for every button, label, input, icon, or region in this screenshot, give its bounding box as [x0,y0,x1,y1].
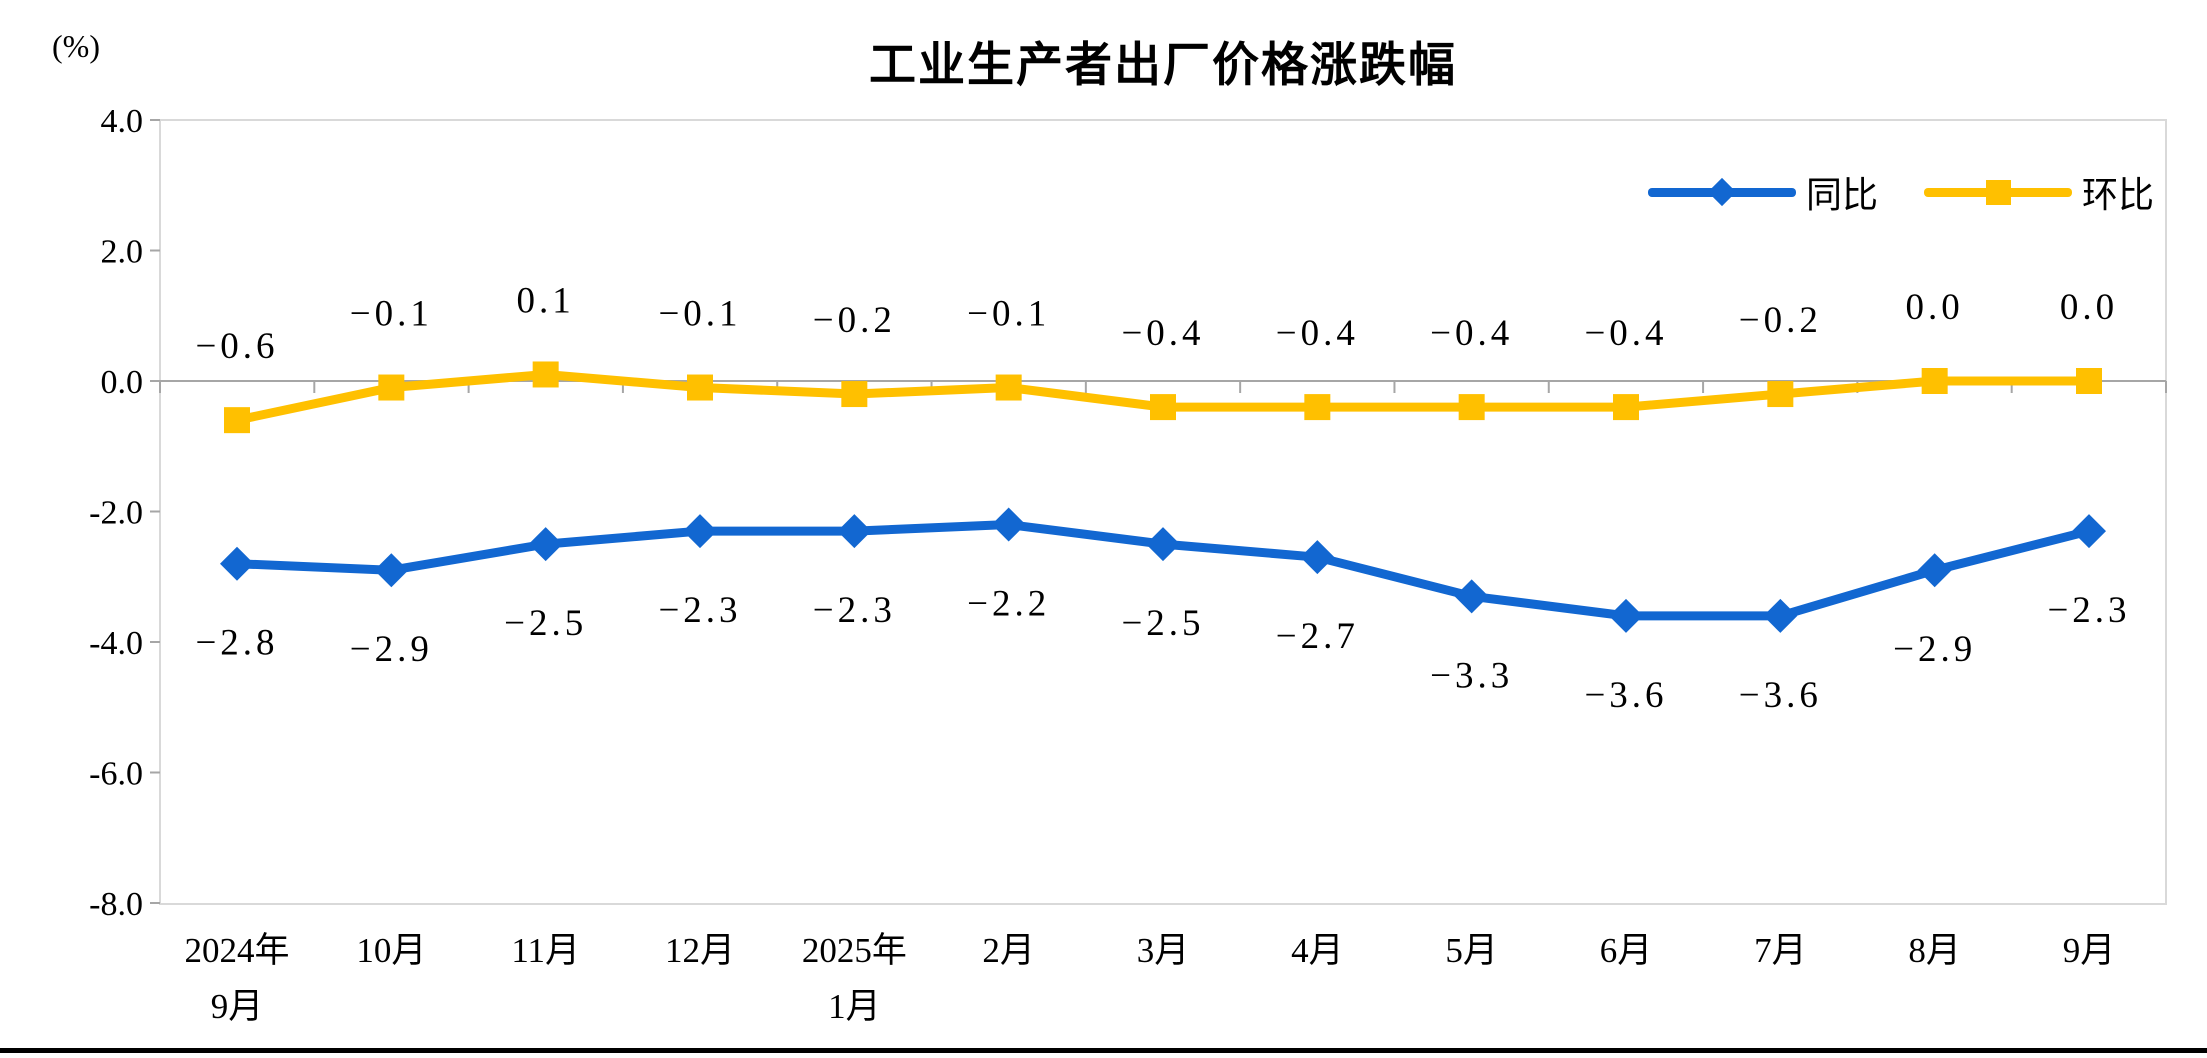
data-label: −0.1 [350,294,433,335]
data-point-diamond [220,546,254,581]
data-label: 0.0 [1906,287,1964,328]
x-tick-label: 2025年 1月 [802,931,907,1026]
data-label: −0.1 [658,294,741,335]
y-tick-label: 4.0 [101,103,144,140]
data-point-diamond [1917,553,1952,588]
bottom-divider [0,1048,2207,1053]
x-tick-label: 8月 [1908,931,1961,970]
data-point-diamond [1146,527,1180,562]
data-label: −0.6 [195,326,278,367]
data-point-square [1613,394,1639,421]
data-point-diamond [1763,598,1798,633]
data-label: −0.1 [967,294,1050,335]
data-label: −3.6 [1739,675,1822,716]
data-point-square [224,407,250,434]
x-tick-label: 3月 [1137,931,1190,970]
tongbi-line-sample [1648,174,1796,210]
data-label: −2.5 [504,603,587,644]
data-label: −0.2 [1739,300,1822,341]
data-label: −0.2 [813,300,896,341]
x-tick-label: 7月 [1754,931,1807,970]
data-point-square [1767,381,1794,408]
data-point-diamond [991,507,1026,542]
data-label: −2.9 [350,629,433,670]
data-label: −3.3 [1430,655,1513,696]
x-tick-label: 11月 [511,931,580,970]
y-axis-unit-label: (%) [52,28,100,64]
y-tick-label: -8.0 [89,886,143,923]
legend-label-huanbi: 环比 [2082,175,2155,215]
y-tick-label: -6.0 [89,756,143,793]
data-point-diamond [837,514,872,549]
y-tick-label: -2.0 [89,495,143,532]
data-label: −2.3 [658,590,741,631]
data-label: −2.2 [967,584,1050,625]
data-point-diamond [1300,540,1335,575]
data-point-diamond [1454,579,1489,614]
chart-title: 工业生产者出厂价格涨跌幅 [869,38,1457,91]
data-point-square [1150,394,1176,421]
data-label: −0.4 [1430,313,1513,354]
data-label: 0.0 [2060,287,2118,328]
data-label: −2.8 [195,623,278,664]
data-label: −0.4 [1121,313,1204,354]
x-tick-label: 2月 [982,931,1035,970]
diamond-marker-icon [1707,177,1737,207]
data-point-diamond [374,553,409,588]
legend-item-tongbi[interactable]: 同比 [1648,166,1878,218]
legend-item-huanbi[interactable]: 环比 [1924,166,2154,218]
data-label: −2.9 [1893,629,1976,670]
data-point-square [1458,394,1485,421]
data-label: −3.6 [1584,675,1667,716]
square-marker-icon [1986,180,2012,205]
y-tick-label: 0.0 [101,364,144,401]
data-point-square [1921,368,1948,394]
x-tick-label: 10月 [356,931,426,970]
chart-legend: 同比 环比 [1648,166,2154,218]
data-label: −2.7 [1276,616,1359,657]
data-point-diamond [1609,598,1643,633]
x-tick-label: 5月 [1445,931,1498,970]
data-point-square [532,361,559,388]
data-point-diamond [2072,514,2106,549]
data-point-square [841,381,868,408]
data-label: 0.1 [517,280,575,321]
x-tick-label: 9月 [2063,931,2116,970]
y-tick-label: -4.0 [89,625,143,662]
data-point-diamond [528,527,563,562]
data-label: −2.3 [2047,590,2130,631]
y-tick-label: 2.0 [101,234,144,271]
data-point-square [995,374,1022,401]
data-point-square [687,374,713,401]
data-label: −0.4 [1584,313,1667,354]
plot-area-border [159,119,2167,905]
data-point-square [378,374,405,401]
data-label: −2.5 [1121,603,1204,644]
x-tick-label: 4月 [1291,931,1344,970]
data-label: −0.4 [1276,313,1359,354]
data-point-square [2076,368,2102,394]
legend-label-tongbi: 同比 [1806,175,1879,215]
huanbi-line-sample [1924,174,2073,210]
data-point-square [1304,394,1331,421]
data-label: −2.3 [813,590,896,631]
x-tick-label: 2024年 9月 [184,931,289,1026]
data-point-diamond [683,514,717,549]
x-tick-label: 6月 [1600,931,1653,970]
x-tick-label: 12月 [665,931,735,970]
